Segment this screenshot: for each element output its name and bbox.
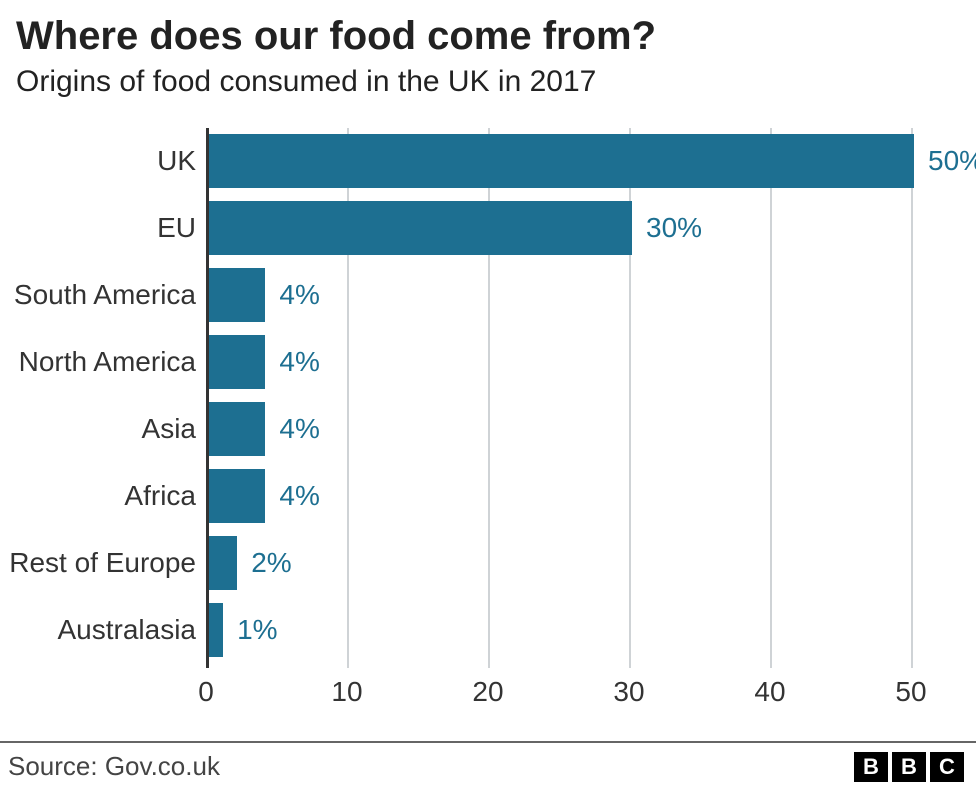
logo-letter: B [892, 752, 926, 782]
category-label: Asia [0, 413, 196, 445]
bar [209, 201, 632, 255]
category-label: Rest of Europe [0, 547, 196, 579]
bar [209, 268, 265, 322]
value-label: 4% [279, 413, 319, 445]
chart-card: Where does our food come from? Origins o… [0, 0, 976, 792]
logo-letter: B [854, 752, 888, 782]
source-label: Source: Gov.co.uk [8, 751, 220, 782]
bar [209, 469, 265, 523]
chart-area: UK EU South America North America Asia Africa… [0, 128, 976, 708]
value-label: 4% [279, 346, 319, 378]
bar [209, 335, 265, 389]
bar [209, 134, 914, 188]
category-label: Africa [0, 480, 196, 512]
value-label: 50% [928, 145, 976, 177]
gridline [911, 128, 913, 668]
x-tick-label: 30 [613, 676, 644, 708]
value-label: 4% [279, 279, 319, 311]
bar [209, 603, 223, 657]
value-label: 2% [251, 547, 291, 579]
bar [209, 536, 237, 590]
category-label: EU [0, 212, 196, 244]
category-label: North America [0, 346, 196, 378]
chart-footer: Source: Gov.co.uk B B C [0, 741, 976, 792]
x-tick-label: 0 [198, 676, 214, 708]
grid-area: 50%30%4%4%4%4%2%1% [206, 128, 946, 668]
bar [209, 402, 265, 456]
chart-title: Where does our food come from? [0, 0, 976, 59]
bbc-logo: B B C [854, 752, 964, 782]
value-label: 4% [279, 480, 319, 512]
x-tick-label: 10 [331, 676, 362, 708]
value-label: 1% [237, 614, 277, 646]
x-tick-label: 20 [472, 676, 503, 708]
value-label: 30% [646, 212, 702, 244]
plot-area: 50%30%4%4%4%4%2%1% 01020304050 [206, 128, 946, 708]
logo-letter: C [930, 752, 964, 782]
category-label: UK [0, 145, 196, 177]
x-tick-label: 40 [754, 676, 785, 708]
gridline [770, 128, 772, 668]
x-tick-label: 50 [895, 676, 926, 708]
category-label: South America [0, 279, 196, 311]
chart-subtitle: Origins of food consumed in the UK in 20… [0, 59, 976, 99]
category-label: Australasia [0, 614, 196, 646]
